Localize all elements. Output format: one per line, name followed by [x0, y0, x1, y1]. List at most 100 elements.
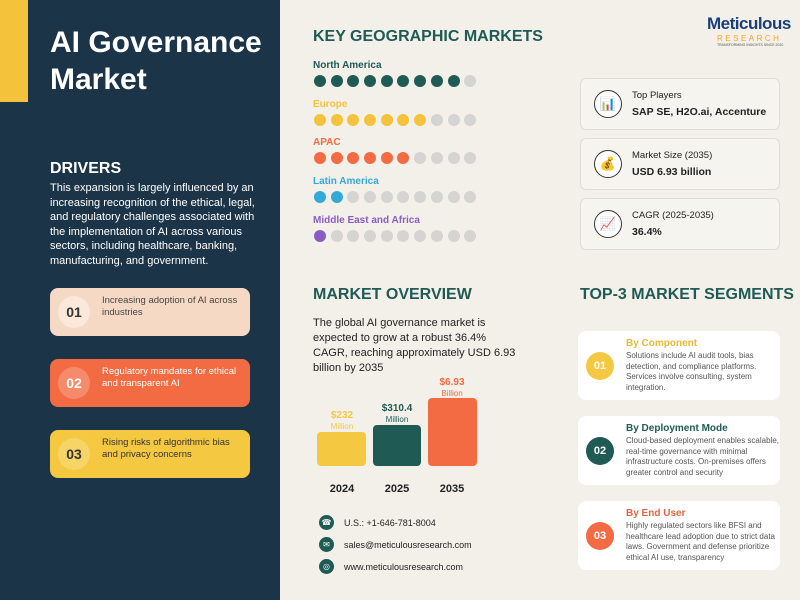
dot-filled	[314, 113, 326, 126]
segments-heading: TOP-3 MARKET SEGMENTS	[580, 286, 794, 303]
driver-card: 03 Rising risks of algorithmic bias and p…	[50, 430, 250, 478]
region-label: Middle East and Africa	[313, 214, 420, 226]
overview-text: The global AI governance market is expec…	[313, 317, 516, 374]
dot-filled	[314, 229, 326, 242]
region-dots	[314, 191, 477, 204]
info-card-cagr: 📈 CAGR (2025-2035) 36.4%	[580, 198, 780, 250]
dot-empty	[430, 191, 443, 204]
dot-filled	[397, 75, 410, 87]
driver-number: 01	[58, 296, 90, 328]
region-label: Latin America	[313, 176, 379, 188]
segment-text: Cloud-based deployment enables scalable,…	[626, 436, 779, 477]
contact-web[interactable]: ◎ www.meticulousresearch.com	[319, 559, 463, 574]
segment-text: Highly regulated sectors like BFSI and h…	[626, 521, 775, 562]
contact-email[interactable]: ✉ sales@meticulousresearch.com	[319, 537, 472, 552]
dot-empty	[397, 229, 410, 242]
dot-filled	[364, 75, 377, 87]
money-bag-icon: 💰	[594, 150, 622, 178]
dot-empty	[364, 191, 377, 204]
segment-title: By End User	[626, 508, 686, 519]
bar-year: 2035	[439, 483, 465, 495]
growth-icon: 📈	[594, 210, 622, 238]
dot-filled	[347, 152, 360, 165]
bar-2035	[428, 398, 477, 466]
dot-empty	[447, 152, 460, 165]
globe-icon: ◎	[319, 559, 334, 574]
contact-phone[interactable]: ☎ U.S.: +1-646-781-8004	[319, 515, 436, 530]
drivers-text: This expansion is largely influenced by …	[50, 182, 255, 267]
dot-filled	[347, 75, 360, 87]
dot-filled	[314, 191, 326, 204]
dot-filled	[397, 152, 410, 165]
region-label: North America	[313, 60, 382, 71]
dot-empty	[380, 191, 393, 204]
dot-empty	[414, 152, 427, 165]
segment-title: By Component	[626, 338, 698, 349]
email-text: sales@meticulousresearch.com	[344, 539, 472, 550]
dot-filled	[414, 113, 427, 126]
dot-empty	[430, 229, 443, 242]
dot-empty	[464, 229, 477, 242]
dot-empty	[430, 113, 443, 126]
accent-block	[0, 0, 28, 102]
logo-sub: RESEARCH	[717, 34, 782, 43]
dot-filled	[397, 113, 410, 126]
region-dots	[314, 75, 477, 87]
segment-number: 01	[586, 351, 614, 380]
logo-name: Meticulous	[707, 14, 791, 33]
logo-tagline: TRANSFORMING INSIGHTS SINCE 2010	[717, 43, 784, 47]
info-value: USD 6.93 billion	[632, 166, 712, 178]
dot-empty	[330, 229, 343, 242]
email-icon: ✉	[319, 537, 334, 552]
phone-icon: ☎	[319, 515, 334, 530]
info-card-market-size: 💰 Market Size (2035) USD 6.93 billion	[580, 138, 780, 190]
bar-label: $232 Million	[330, 410, 354, 431]
logo: Meticulous RESEARCH TRANSFORMING INSIGHT…	[707, 14, 792, 47]
dot-empty	[464, 191, 477, 204]
dot-filled	[380, 113, 393, 126]
segment-text: Solutions include AI audit tools, bias d…	[626, 351, 757, 392]
dot-filled	[364, 152, 377, 165]
dot-empty	[464, 113, 477, 126]
dot-filled	[314, 152, 326, 165]
region-label: APAC	[313, 137, 341, 149]
dot-empty	[414, 229, 427, 242]
info-value: 36.4%	[632, 226, 662, 238]
driver-number: 02	[58, 367, 90, 399]
dot-empty	[347, 229, 360, 242]
dot-empty	[464, 75, 477, 87]
segment-card: 01 By Component Solutions include AI audit…	[578, 331, 780, 400]
dot-filled	[380, 75, 393, 87]
bar-year: 2025	[384, 483, 410, 495]
region-dots	[314, 113, 477, 126]
dot-empty	[447, 229, 460, 242]
driver-card: 02 Regulatory mandates for ethical and tr…	[50, 359, 250, 407]
info-value: SAP SE, H2O.ai, Accenture	[632, 106, 767, 118]
dot-empty	[447, 113, 460, 126]
web-text: www.meticulousresearch.com	[344, 561, 464, 572]
dot-empty	[464, 152, 477, 165]
dot-filled	[330, 191, 343, 204]
segment-title: By Deployment Mode	[626, 423, 728, 434]
geo-heading: KEY GEOGRAPHIC MARKETS	[313, 28, 543, 45]
info-label: Market Size (2035)	[632, 150, 713, 161]
segment-card: 02 By Deployment Mode Cloud-based deployme…	[578, 416, 780, 485]
dot-empty	[364, 229, 377, 242]
page-title: AI Governance Market	[50, 26, 262, 96]
dot-filled	[314, 75, 326, 87]
segment-number: 02	[586, 436, 614, 465]
overview-heading: MARKET OVERVIEW	[313, 286, 472, 303]
dot-filled	[330, 75, 343, 87]
drivers-heading: DRIVERS	[50, 160, 122, 177]
chart-icon: 📊	[594, 90, 622, 118]
dot-filled	[347, 113, 360, 126]
region-dots	[314, 152, 477, 165]
bar-label: $310.4 Million	[381, 403, 413, 424]
dot-filled	[430, 75, 443, 87]
driver-text: Rising risks of algorithmic bias and pri…	[102, 437, 230, 460]
driver-card: 01 Increasing adoption of AI across indus…	[50, 288, 250, 336]
dot-filled	[330, 113, 343, 126]
dot-filled	[364, 113, 377, 126]
dot-filled	[447, 75, 460, 87]
bar-2024	[317, 432, 366, 466]
